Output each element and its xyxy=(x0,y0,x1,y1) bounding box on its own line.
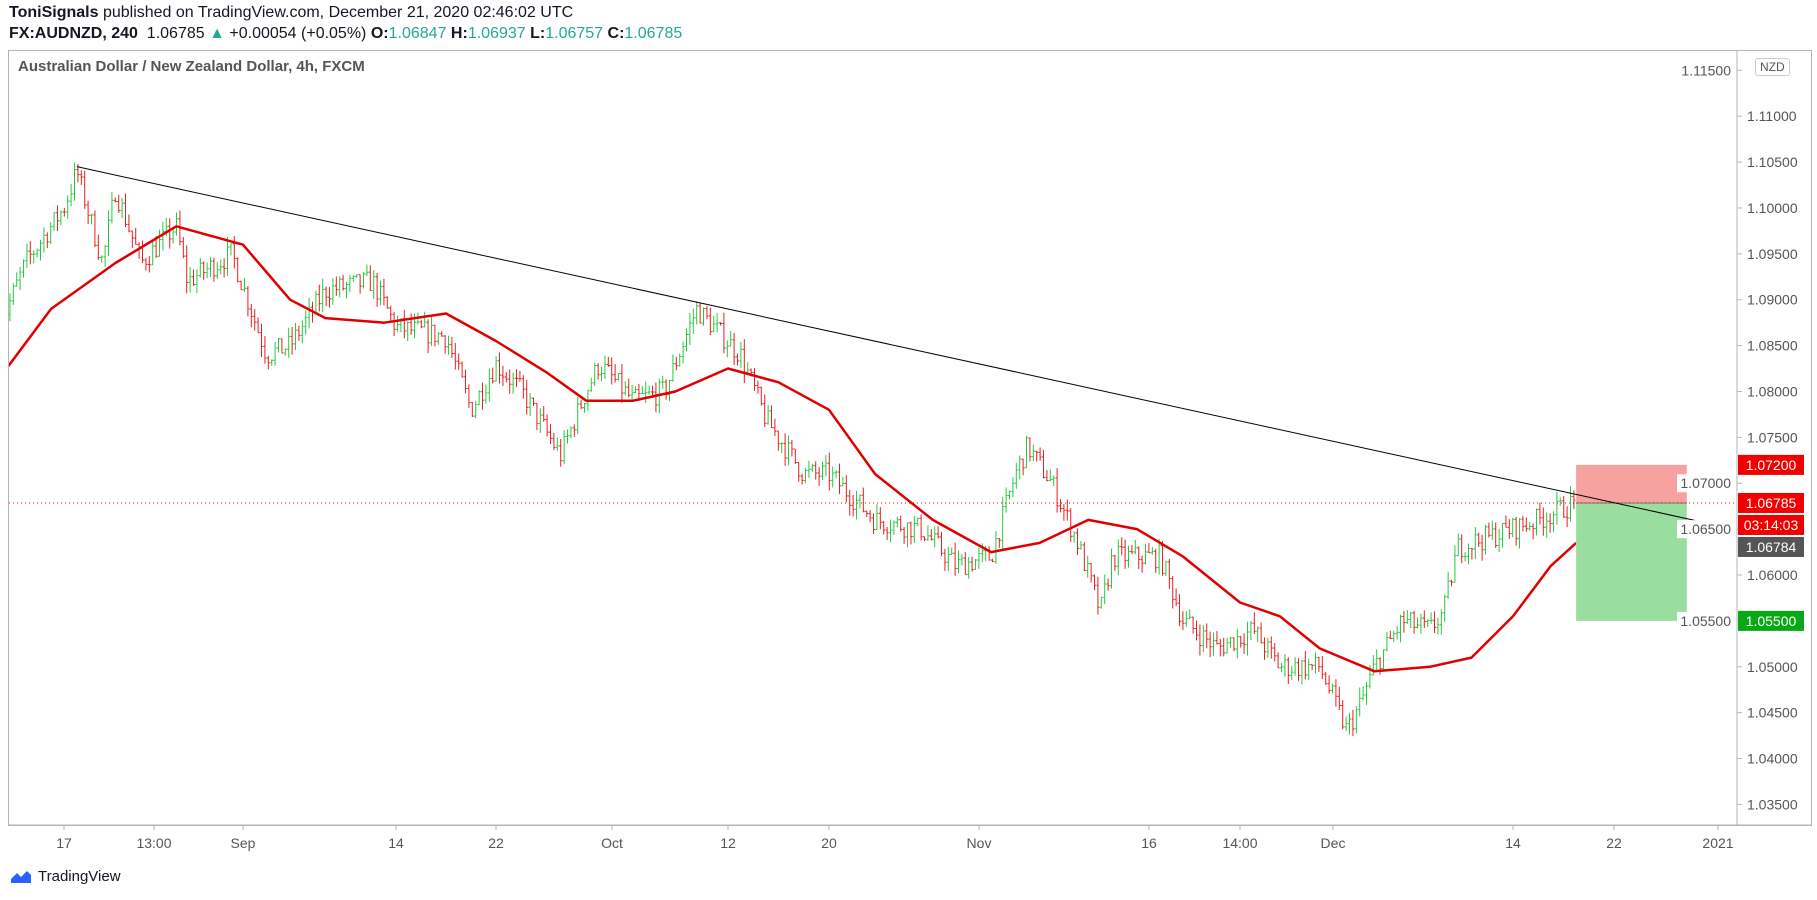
open-label: O: xyxy=(370,25,389,42)
y-tick-label: 1.06500 xyxy=(1680,521,1731,537)
y-tick-label: 1.10000 xyxy=(1747,200,1798,216)
tradingview-footer[interactable]: TradingView xyxy=(10,868,121,885)
y-tick-label: 1.03500 xyxy=(1747,796,1798,812)
x-tick-label: 14 xyxy=(388,835,404,851)
y-tick-label: 1.09000 xyxy=(1747,292,1798,308)
tradingview-logo-icon xyxy=(11,870,31,883)
high-label: H: xyxy=(450,25,468,42)
symbol-info: FX:AUDNZD, 240 1.06785 ▲ +0.00054 (+0.05… xyxy=(9,25,682,43)
price-label: 1.06785 xyxy=(1746,495,1797,511)
price-label-bg xyxy=(1738,610,1804,631)
stop-loss-zone xyxy=(1576,464,1687,503)
y-tick-label-bg xyxy=(1677,61,1733,80)
footer-brand: TradingView xyxy=(38,868,121,885)
price-label: 1.07200 xyxy=(1746,457,1797,473)
up-arrow-icon: ▲ xyxy=(209,25,225,42)
last-price: 1.06785 xyxy=(146,25,205,42)
y-tick-label: 1.07500 xyxy=(1747,429,1798,445)
y-tick-label: 1.05500 xyxy=(1680,613,1731,629)
x-tick-label: 16 xyxy=(1141,835,1157,851)
plot-area xyxy=(9,162,1737,737)
published-text: published on TradingView.com, December 2… xyxy=(102,4,574,21)
y-tick-label: 1.04500 xyxy=(1747,705,1798,721)
price-label-bg xyxy=(1738,536,1804,557)
y-tick-label: 1.05000 xyxy=(1747,659,1798,675)
price-change: +0.00054 (+0.05%) xyxy=(229,25,367,42)
y-tick-label: 1.10500 xyxy=(1747,154,1798,170)
x-tick-label: 14 xyxy=(1505,835,1521,851)
low-label: L: xyxy=(530,25,546,42)
x-tick-label: 2021 xyxy=(1702,835,1733,851)
y-tick-label: 1.07000 xyxy=(1680,475,1731,491)
price-label-bg xyxy=(1738,492,1804,513)
high-value: 1.06937 xyxy=(467,25,526,42)
x-tick-label: Oct xyxy=(601,835,623,851)
x-tick-label: 22 xyxy=(488,835,504,851)
y-tick-label-bg xyxy=(1677,611,1733,630)
y-tick-label: 1.11500 xyxy=(1681,62,1731,78)
moving-average-line xyxy=(9,225,1577,673)
take-profit-zone xyxy=(1576,502,1687,621)
x-tick-label: 20 xyxy=(821,835,837,851)
x-tick-label: Nov xyxy=(967,835,992,851)
trendline xyxy=(76,166,1719,526)
price-label: 1.06784 xyxy=(1746,539,1797,555)
close-label: C: xyxy=(607,25,625,42)
y-tick-label: 1.08000 xyxy=(1747,383,1798,399)
x-tick-label: Dec xyxy=(1321,835,1346,851)
open-value: 1.06847 xyxy=(388,25,447,42)
y-tick-label: 1.06000 xyxy=(1747,567,1798,583)
publish-info: ToniSignals published on TradingView.com… xyxy=(9,4,573,22)
symbol: FX:AUDNZD, 240 xyxy=(9,25,138,42)
y-tick-label: 1.04000 xyxy=(1747,751,1798,767)
x-tick-label: Sep xyxy=(231,835,256,851)
x-tick-label: 14:00 xyxy=(1222,835,1257,851)
currency-badge[interactable]: NZD xyxy=(1755,58,1790,76)
chart-title: Australian Dollar / New Zealand Dollar, … xyxy=(18,58,365,75)
x-tick-label: 17 xyxy=(56,835,72,851)
y-tick-label: 1.09500 xyxy=(1747,246,1798,262)
price-label-bg xyxy=(1738,514,1804,535)
x-tick-label: 12 xyxy=(720,835,736,851)
publisher[interactable]: ToniSignals xyxy=(9,4,99,21)
x-tick-label: 13:00 xyxy=(136,835,171,851)
y-tick-label: 1.11000 xyxy=(1747,108,1797,124)
close-value: 1.06785 xyxy=(624,25,683,42)
low-value: 1.06757 xyxy=(545,25,604,42)
price-label: 03:14:03 xyxy=(1744,517,1799,533)
y-tick-label: 1.08500 xyxy=(1747,338,1798,354)
price-label: 1.05500 xyxy=(1746,613,1797,629)
x-tick-label: 22 xyxy=(1606,835,1622,851)
y-tick-label-bg xyxy=(1677,520,1733,539)
price-label-bg xyxy=(1738,454,1804,475)
y-tick-label-bg xyxy=(1677,474,1733,493)
